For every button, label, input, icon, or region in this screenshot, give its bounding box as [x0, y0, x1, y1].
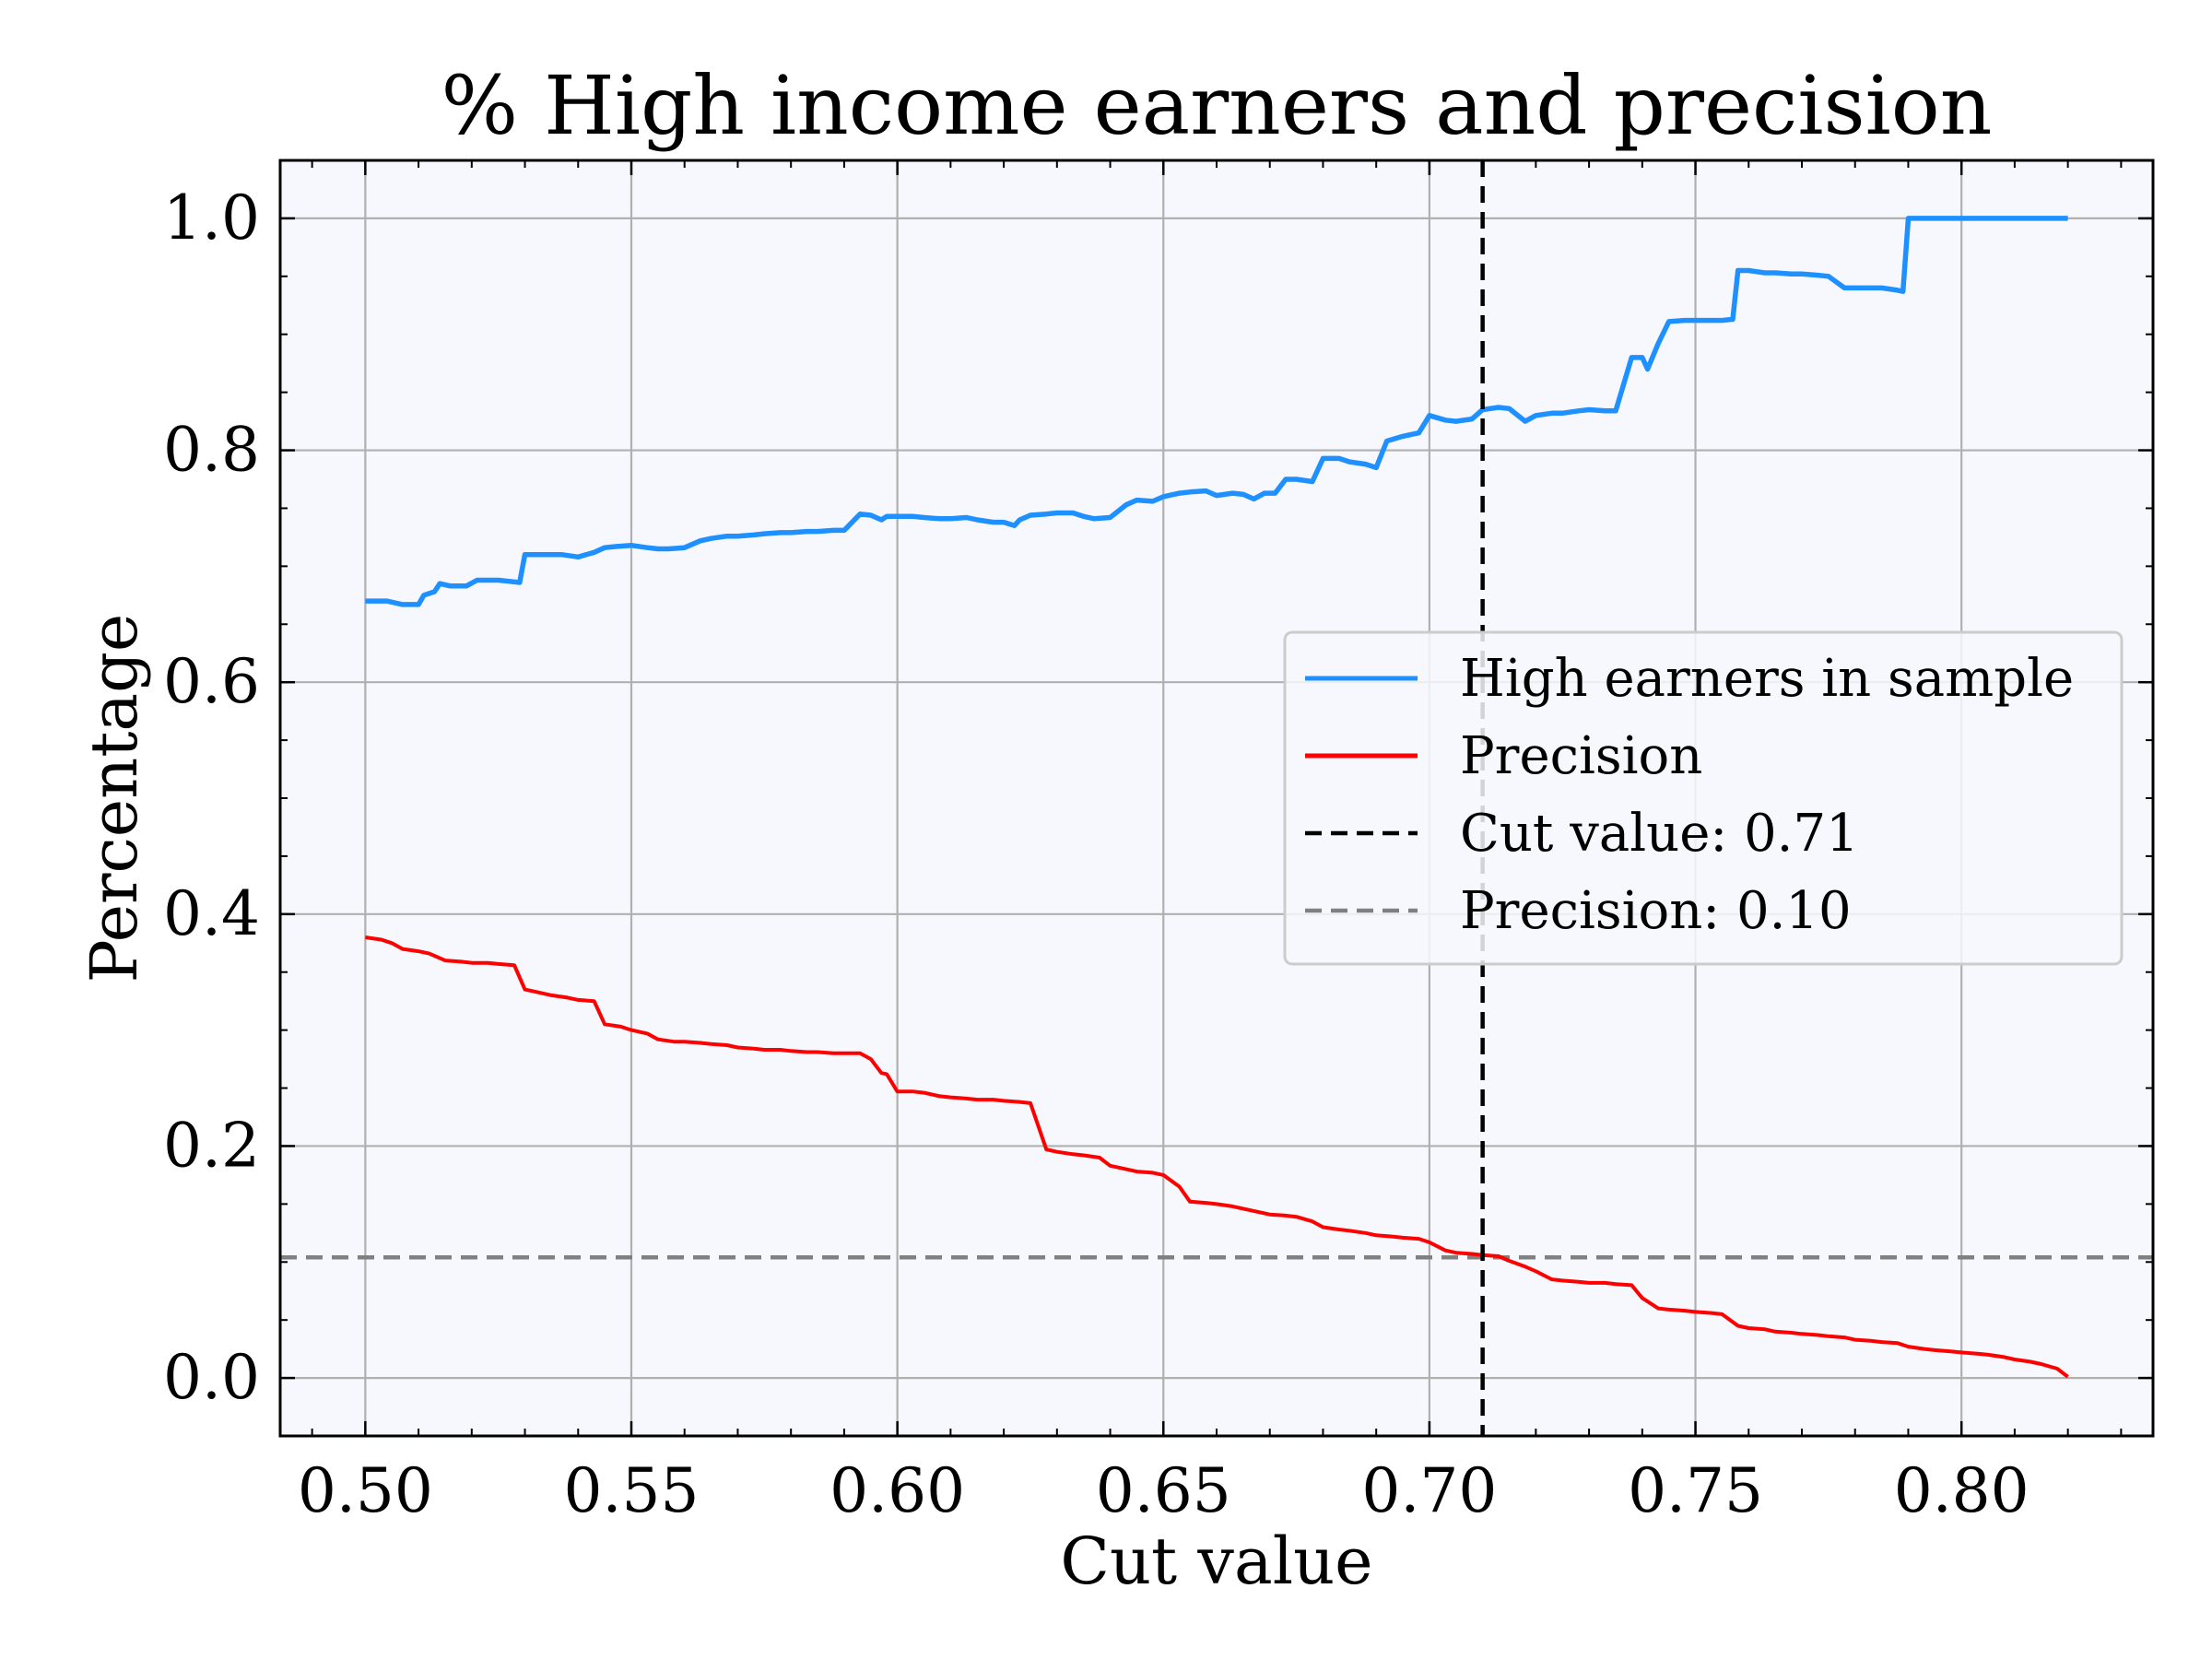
legend-box [1283, 630, 2124, 966]
y-tick-label: 0.8 [163, 415, 260, 486]
legend-label: Precision [1460, 726, 1702, 786]
x-tick-label: 0.70 [1361, 1455, 1497, 1526]
high-earners-line [365, 216, 2068, 607]
y-tick-label: 0.0 [163, 1342, 260, 1413]
series-lines [365, 160, 2069, 1436]
x-tick-label: 0.50 [298, 1455, 433, 1526]
x-tick-label: 0.60 [830, 1455, 965, 1526]
y-tick-label: 0.6 [163, 646, 260, 717]
y-tick-label: 0.2 [163, 1110, 260, 1181]
legend: High earners in sample Precision Cut value… [1283, 630, 2124, 966]
chart-title: % High income earners and precision [441, 58, 1993, 153]
x-tick-label: 0.75 [1628, 1455, 1763, 1526]
axis-ticks [280, 160, 2153, 1436]
legend-label: Cut value: 0.71 [1460, 804, 1859, 864]
x-tick-label: 0.80 [1894, 1455, 2030, 1526]
x-tick-label: 0.65 [1096, 1455, 1231, 1526]
tick-labels: 0.50 0.55 0.60 0.65 0.70 0.75 0.80 0.0 0.2 0.4 0.6… [163, 182, 2030, 1526]
x-axis-label: Cut value [1060, 1524, 1372, 1599]
precision-line [365, 935, 2069, 1379]
y-tick-label: 0.4 [163, 878, 260, 949]
legend-label: High earners in sample [1460, 649, 2074, 709]
y-tick-label: 1.0 [163, 182, 260, 253]
x-tick-label: 0.55 [564, 1455, 700, 1526]
y-axis-label: Percentage [76, 614, 152, 983]
legend-label: Precision: 0.10 [1460, 881, 1852, 941]
